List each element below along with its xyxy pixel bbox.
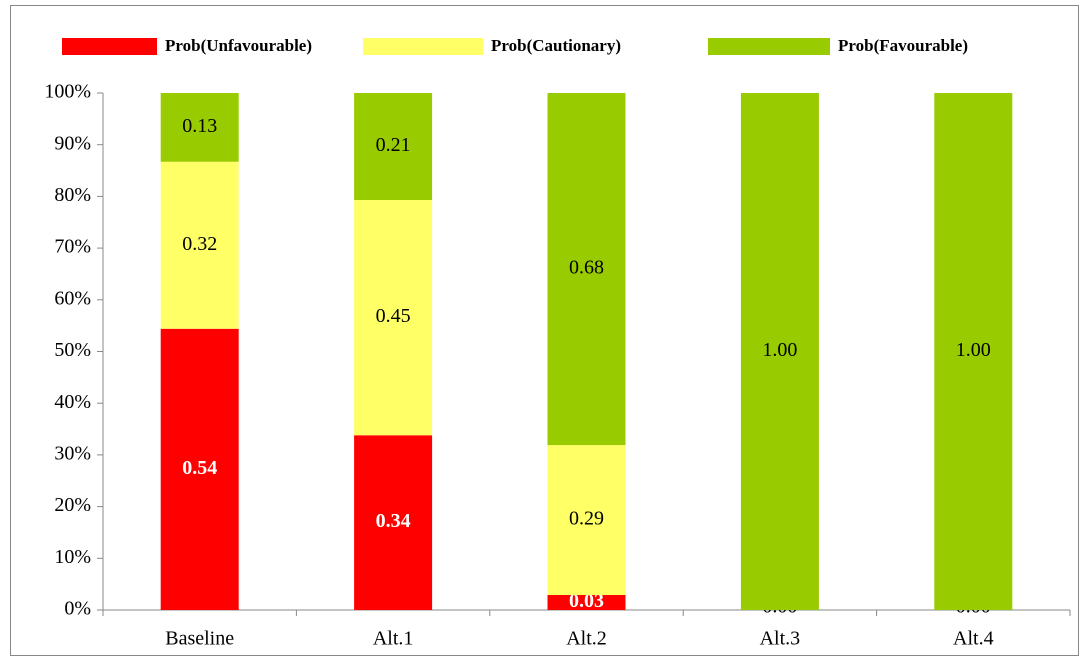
x-tick-label: Alt.1	[373, 628, 414, 650]
value-label: 0.68	[569, 257, 604, 279]
value-label: 1.00	[956, 339, 991, 361]
value-label: 0.34	[376, 510, 411, 532]
value-label: 0.13	[182, 115, 217, 137]
y-tick-label: 40%	[54, 391, 91, 413]
bar-segment	[547, 93, 626, 446]
value-label: 0.03	[569, 590, 604, 612]
y-tick-label: 30%	[54, 442, 91, 464]
legend-label: Prob(Favourable)	[838, 36, 968, 55]
bar-segment	[160, 161, 239, 329]
y-tick-label: 20%	[54, 494, 91, 516]
y-tick-label: 80%	[54, 184, 91, 206]
bar-segment	[354, 200, 433, 436]
y-tick-label: 90%	[54, 132, 91, 154]
value-label: 0.21	[376, 134, 411, 156]
y-tick-label: 50%	[54, 339, 91, 361]
bar-segment	[934, 93, 1013, 610]
value-label: 1.00	[762, 339, 797, 361]
legend-label: Prob(Unfavourable)	[165, 36, 312, 55]
legend-label: Prob(Cautionary)	[491, 36, 621, 55]
y-tick-label: 100%	[44, 81, 91, 103]
bar-segment	[160, 93, 239, 162]
y-tick-label: 70%	[54, 236, 91, 258]
bar-segment	[547, 595, 626, 610]
y-tick-label: 0%	[64, 598, 91, 620]
value-label: 0.32	[182, 233, 217, 255]
bar-segment	[354, 435, 433, 610]
bar-segment	[740, 93, 819, 610]
bar-segment	[160, 328, 239, 610]
value-label: 0.45	[376, 305, 411, 327]
legend-swatch	[363, 38, 483, 55]
x-tick-label: Alt.4	[953, 628, 994, 650]
x-tick-label: Alt.3	[760, 628, 801, 650]
legend-swatch	[708, 38, 830, 55]
legend-swatch	[62, 38, 157, 55]
y-tick-label: 60%	[54, 287, 91, 309]
x-tick-label: Alt.2	[566, 628, 607, 650]
y-tick-label: 10%	[54, 546, 91, 568]
value-label: 0.29	[569, 508, 604, 530]
x-tick-label: Baseline	[165, 628, 234, 650]
bar-segment	[547, 445, 626, 596]
bar-segment	[354, 93, 433, 201]
value-label: 0.54	[182, 457, 217, 479]
